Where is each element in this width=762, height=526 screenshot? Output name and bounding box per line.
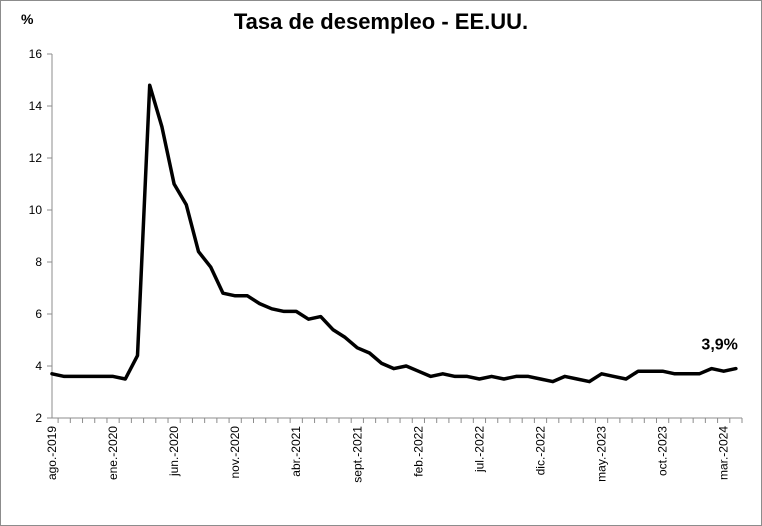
data-point: [283, 310, 286, 313]
data-point: [356, 346, 359, 349]
data-point: [392, 367, 395, 370]
data-point: [405, 365, 408, 368]
data-point: [576, 378, 579, 381]
chart-title: Tasa de desempleo - EE.UU.: [233, 9, 529, 34]
data-point: [270, 307, 273, 310]
data-point: [295, 310, 298, 313]
data-point: [478, 378, 481, 381]
x-tick-label: may.-2023: [595, 426, 609, 482]
data-point: [246, 294, 249, 297]
y-tick-label: 16: [29, 47, 43, 61]
data-point: [502, 378, 505, 381]
x-tick-label: dic.-2022: [533, 426, 547, 476]
data-point: [734, 367, 737, 370]
data-point: [185, 203, 188, 206]
data-point: [624, 378, 627, 381]
data-point: [319, 315, 322, 318]
data-point: [124, 378, 127, 381]
data-point: [258, 302, 261, 305]
x-tick-label: mar.-2024: [717, 426, 731, 480]
data-point: [307, 318, 310, 321]
data-point: [600, 372, 603, 375]
data-point: [380, 362, 383, 365]
data-point: [686, 372, 689, 375]
data-point: [87, 375, 90, 378]
data-point: [221, 292, 224, 295]
data-point: [539, 378, 542, 381]
data-point: [75, 375, 78, 378]
x-tick-label: jul.-2022: [472, 426, 486, 473]
data-point: [173, 183, 176, 186]
y-tick-label: 6: [35, 307, 42, 321]
data-point: [527, 375, 530, 378]
data-point: [197, 250, 200, 253]
data-point: [661, 370, 664, 373]
y-axis-unit-label: %: [21, 11, 34, 27]
x-tick-label: ago.-2019: [45, 426, 59, 480]
data-point: [63, 375, 66, 378]
x-tick-label: ene.-2020: [106, 426, 120, 480]
y-tick-label: 10: [29, 203, 43, 217]
x-tick-label: jun.-2020: [167, 426, 181, 477]
unemployment-series-line: [50, 83, 738, 384]
data-point: [112, 375, 115, 378]
y-tick-label: 12: [29, 151, 43, 165]
data-point: [441, 372, 444, 375]
data-point: [331, 328, 334, 331]
data-point: [429, 375, 432, 378]
data-point: [612, 375, 615, 378]
data-point: [563, 375, 566, 378]
x-tick-label: abr.-2021: [289, 426, 303, 477]
x-tick-label: feb.-2022: [411, 426, 425, 477]
data-point: [551, 380, 554, 383]
x-tick-label: sept.-2021: [350, 426, 364, 483]
data-point: [637, 370, 640, 373]
x-tick-label: oct.-2023: [656, 426, 670, 476]
x-tick-label: nov.-2020: [228, 426, 242, 479]
data-point: [673, 372, 676, 375]
y-tick-label: 8: [35, 255, 42, 269]
data-point: [454, 375, 457, 378]
y-tick-label: 14: [29, 99, 43, 113]
data-point: [136, 354, 139, 357]
data-point: [209, 266, 212, 269]
data-point: [722, 370, 725, 373]
data-point: [710, 367, 713, 370]
data-point: [160, 125, 163, 128]
data-point: [51, 372, 54, 375]
data-point: [698, 372, 701, 375]
data-point: [99, 375, 102, 378]
last-value-annotation: 3,9%: [701, 337, 737, 354]
data-point: [515, 375, 518, 378]
data-point: [649, 370, 652, 373]
data-point: [588, 380, 591, 383]
data-point: [417, 370, 420, 373]
data-point: [490, 375, 493, 378]
y-tick-label: 2: [35, 411, 42, 425]
data-point: [234, 294, 237, 297]
data-point: [466, 375, 469, 378]
y-tick-label: 4: [35, 359, 42, 373]
data-point: [148, 84, 151, 87]
data-point: [344, 336, 347, 339]
data-point: [368, 352, 371, 355]
